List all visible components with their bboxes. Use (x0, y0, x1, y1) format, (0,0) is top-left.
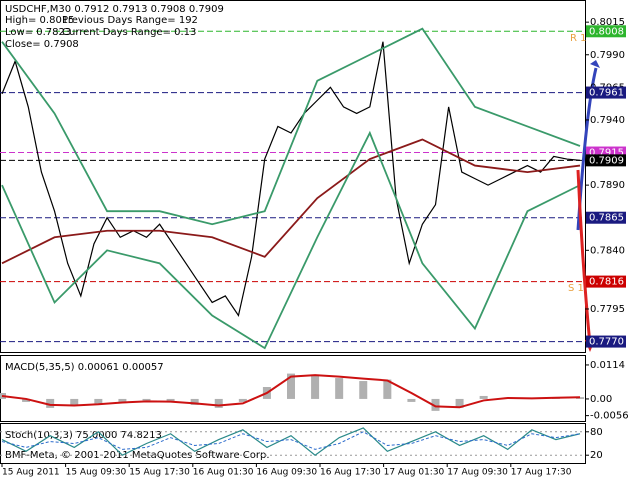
series-line (1, 41, 581, 317)
x-tick-label: 15 Aug 09:30 (66, 468, 127, 478)
stoch-label: Stoch(10,3,3) 75.0000 74.8213 (5, 430, 162, 441)
level-tag: S 1 (568, 283, 584, 294)
level-label: 0.8008 (589, 26, 624, 37)
macd-bar (238, 398, 247, 402)
macd-bar (70, 398, 79, 405)
y-tick-label: 0.7990 (590, 50, 625, 61)
series-line (1, 130, 581, 350)
macd-bar (118, 398, 127, 402)
macd-bar (214, 398, 223, 408)
y-tick-label: 0.00 (590, 394, 612, 405)
annotation: Low= 0.7823 (5, 27, 71, 38)
macd-bar (335, 378, 344, 399)
x-tick-label: 16 Aug 17:30 (320, 468, 381, 478)
macd-bar (407, 398, 416, 402)
series-line (1, 27, 581, 226)
macd-bar (166, 398, 175, 402)
macd-bar (22, 398, 31, 402)
footer: BMF-Meta, © 2001-2011 MetaQuotes Softwar… (5, 450, 270, 461)
level-label: 0.7915 (589, 148, 624, 159)
y-tick-label: 0.7890 (590, 180, 625, 191)
macd-bar (190, 398, 199, 405)
y-tick-label: 0.7795 (590, 304, 625, 315)
y-tick-label: 0.7840 (590, 245, 625, 256)
series-line (1, 374, 581, 409)
y-tick-label: 0.0114 (590, 360, 625, 371)
level-box (586, 154, 626, 167)
y-tick-label: 0.7940 (590, 115, 625, 126)
macd-bar (479, 395, 488, 399)
x-tick-label: 17 Aug 17:30 (511, 468, 572, 478)
annotation: Current Days Range= 0.13 (62, 27, 196, 38)
y-tick-label: 0.8015 (590, 17, 625, 28)
main-panel (0, 0, 586, 353)
macd-bar (311, 375, 320, 399)
level-box (586, 275, 626, 288)
x-tick-label: 17 Aug 09:30 (447, 468, 508, 478)
level-box (586, 211, 626, 224)
x-tick-label: 16 Aug 09:30 (256, 468, 317, 478)
macd-bar (455, 398, 464, 408)
level-label: 0.7909 (589, 155, 624, 166)
level-box (586, 86, 626, 99)
y-tick-label: -0.0056 (590, 411, 629, 422)
macd-panel (0, 355, 586, 422)
x-tick-label: 15 Aug 2011 (2, 468, 60, 478)
macd-bar (46, 398, 55, 408)
annotation: Previous Days Range= 192 (62, 15, 198, 26)
stoch-panel (0, 423, 586, 464)
macd-bar (142, 398, 151, 401)
macd-label: MACD(5,35,5) 0.00061 0.00057 (5, 362, 164, 373)
level-box (586, 335, 626, 348)
x-tick-label: 15 Aug 17:30 (129, 468, 190, 478)
level-box (586, 25, 626, 38)
level-label: 0.7816 (589, 277, 624, 288)
y-tick-label: 80 (590, 427, 603, 438)
macd-bar (287, 373, 295, 399)
x-tick-label: 17 Aug 01:30 (384, 468, 445, 478)
series-line (1, 138, 581, 265)
y-tick-label: 20 (590, 450, 603, 461)
level-tag: R 1 (570, 33, 587, 44)
arrow-head (590, 60, 600, 68)
title: USDCHF,M30 0.7912 0.7913 0.7908 0.7909 (5, 4, 224, 15)
macd-bar (383, 379, 392, 399)
annotation: High= 0.8015 (5, 15, 75, 26)
macd-bar (94, 398, 103, 404)
macd-bar (359, 381, 368, 399)
level-label: 0.7961 (589, 88, 624, 99)
main-plot (0, 27, 585, 350)
series-line (1, 427, 581, 456)
level-label: 0.7865 (589, 213, 624, 224)
macd-bar (431, 398, 440, 411)
series-line (1, 431, 581, 450)
annotation: Close= 0.7908 (5, 39, 79, 50)
x-tick-label: 16 Aug 01:30 (193, 468, 254, 478)
level-label: 0.7770 (589, 337, 624, 348)
arrow-down (576, 169, 592, 346)
